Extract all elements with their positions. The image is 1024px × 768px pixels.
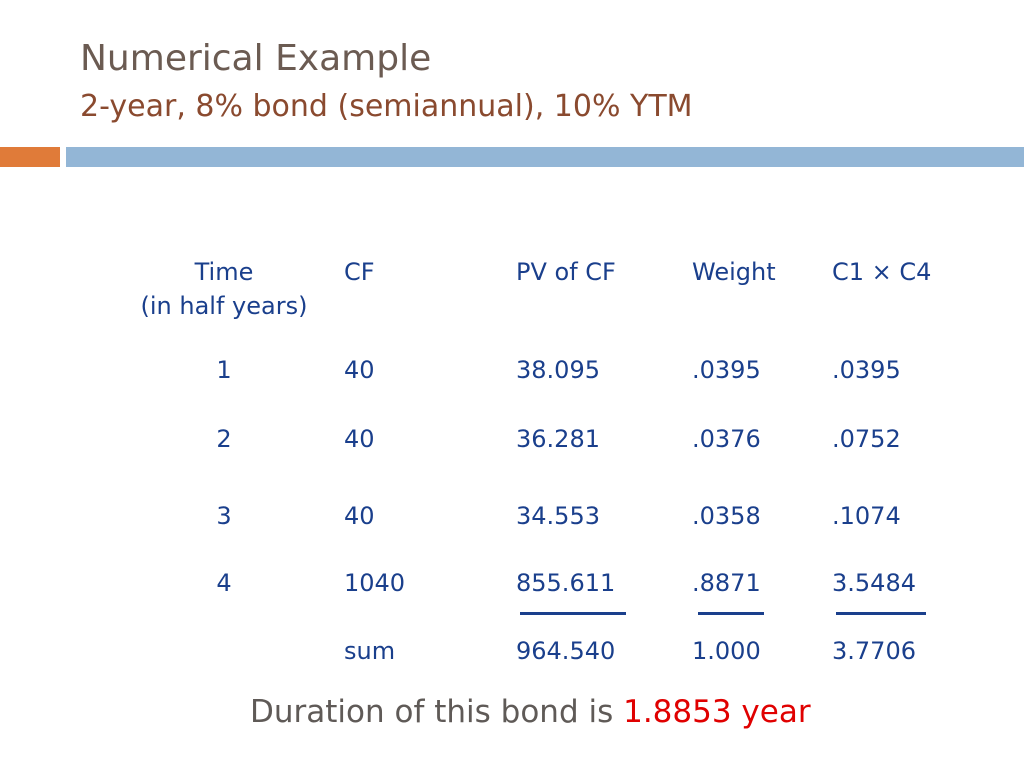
table-cell: .8871 — [692, 569, 761, 597]
table-cell: 34.553 — [516, 502, 600, 530]
sum-rule-product — [836, 612, 926, 615]
sum-weight: 1.000 — [692, 637, 761, 665]
table-cell: 1040 — [344, 569, 406, 597]
table-cell: .0395 — [832, 356, 901, 384]
duration-statement: Duration of this bond is 1.8853 year — [250, 694, 811, 730]
sum-pv: 964.540 — [516, 637, 616, 665]
table-cell: .0376 — [692, 425, 761, 453]
sum-rule-weight — [698, 612, 764, 615]
table-cell: 40 — [344, 356, 375, 384]
table-cell: 855.611 — [516, 569, 616, 597]
table-cell: 4 — [216, 569, 232, 597]
accent-bar-orange — [0, 147, 60, 167]
accent-bar-blue — [66, 147, 1024, 167]
table-cell: .0395 — [692, 356, 761, 384]
table-cell: 40 — [344, 502, 375, 530]
slide-subtitle: 2-year, 8% bond (semiannual), 10% YTM — [80, 89, 693, 124]
header-time-sub: (in half years) — [140, 292, 308, 320]
table-cell: 3 — [216, 502, 232, 530]
duration-text: Duration of this bond is — [250, 694, 624, 730]
header-time: Time — [194, 258, 254, 286]
duration-value: 1.8853 year — [623, 694, 811, 730]
table-cell: 3.5484 — [832, 569, 916, 597]
table-cell: 2 — [216, 425, 232, 453]
table-cell: .1074 — [832, 502, 901, 530]
sum-product: 3.7706 — [832, 637, 916, 665]
header-cf: CF — [344, 258, 375, 286]
table-cell: 40 — [344, 425, 375, 453]
header-product: C1 × C4 — [832, 258, 932, 286]
sum-label: sum — [344, 637, 396, 665]
table-cell: .0358 — [692, 502, 761, 530]
header-weight: Weight — [692, 258, 776, 286]
table-cell: 36.281 — [516, 425, 600, 453]
table-cell: 1 — [216, 356, 232, 384]
table-cell: 38.095 — [516, 356, 600, 384]
slide-title: Numerical Example — [80, 38, 432, 79]
table-cell: .0752 — [832, 425, 901, 453]
header-pv: PV of CF — [516, 258, 616, 286]
sum-rule-pv — [520, 612, 626, 615]
